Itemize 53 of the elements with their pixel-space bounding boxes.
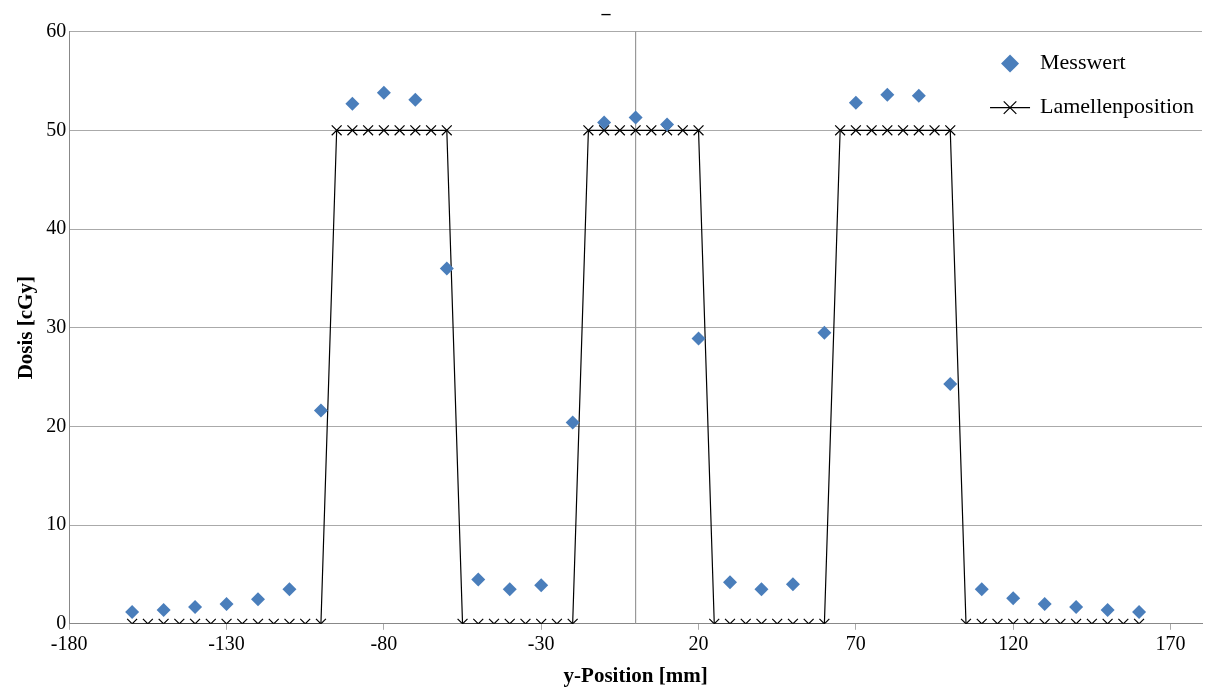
- y-tick-label: 0: [56, 611, 67, 634]
- point: [313, 403, 328, 418]
- point: [691, 331, 706, 346]
- x-tick-label: 120: [998, 632, 1029, 655]
- point: [974, 582, 989, 597]
- point: [817, 325, 832, 340]
- point: [1037, 597, 1052, 612]
- x-tick-label: -30: [527, 632, 555, 655]
- point: [628, 110, 643, 125]
- point: [785, 577, 800, 592]
- point: [597, 115, 612, 130]
- y-tick-label: 50: [46, 117, 67, 140]
- y-tick-label: 40: [46, 216, 67, 239]
- point: [723, 575, 737, 590]
- x-tick-label: -180: [50, 632, 88, 655]
- x-axis-title: y-Position [mm]: [563, 662, 708, 687]
- point: [660, 117, 675, 132]
- point: [1069, 600, 1084, 615]
- point: [376, 85, 391, 100]
- legend-label: Lamellenposition: [1040, 93, 1194, 119]
- point: [534, 578, 549, 593]
- y-tick-label: 60: [46, 18, 67, 41]
- y-axis-title: Dosis [cGy]: [13, 276, 38, 380]
- point: [471, 572, 486, 587]
- point: [282, 582, 297, 597]
- y-tick-label: 20: [46, 413, 67, 436]
- x-tick-label: 70: [845, 632, 866, 655]
- legend-label: Messwert: [1040, 49, 1126, 75]
- point: [565, 415, 580, 430]
- point: [408, 92, 423, 107]
- point: [219, 597, 234, 612]
- x-tick-label: 20: [688, 632, 709, 655]
- point: [251, 592, 265, 607]
- y-tick-label: 10: [46, 512, 67, 535]
- point: [1132, 604, 1147, 619]
- point: [848, 95, 863, 110]
- x-tick-label: 170: [1155, 632, 1186, 655]
- point: [880, 87, 895, 102]
- point: [188, 600, 203, 615]
- point: [754, 582, 769, 597]
- point: [911, 88, 926, 103]
- point: [1006, 591, 1021, 606]
- point: [502, 582, 517, 597]
- point: [125, 604, 140, 619]
- chart-title: –: [600, 3, 612, 24]
- x-tick-label: -130: [208, 632, 245, 655]
- point: [1100, 602, 1115, 617]
- x-tick-label: -80: [370, 632, 398, 655]
- y-tick-label: 30: [46, 314, 67, 337]
- point: [345, 96, 360, 111]
- point: [943, 376, 958, 391]
- point: [156, 602, 171, 617]
- point: [439, 261, 454, 276]
